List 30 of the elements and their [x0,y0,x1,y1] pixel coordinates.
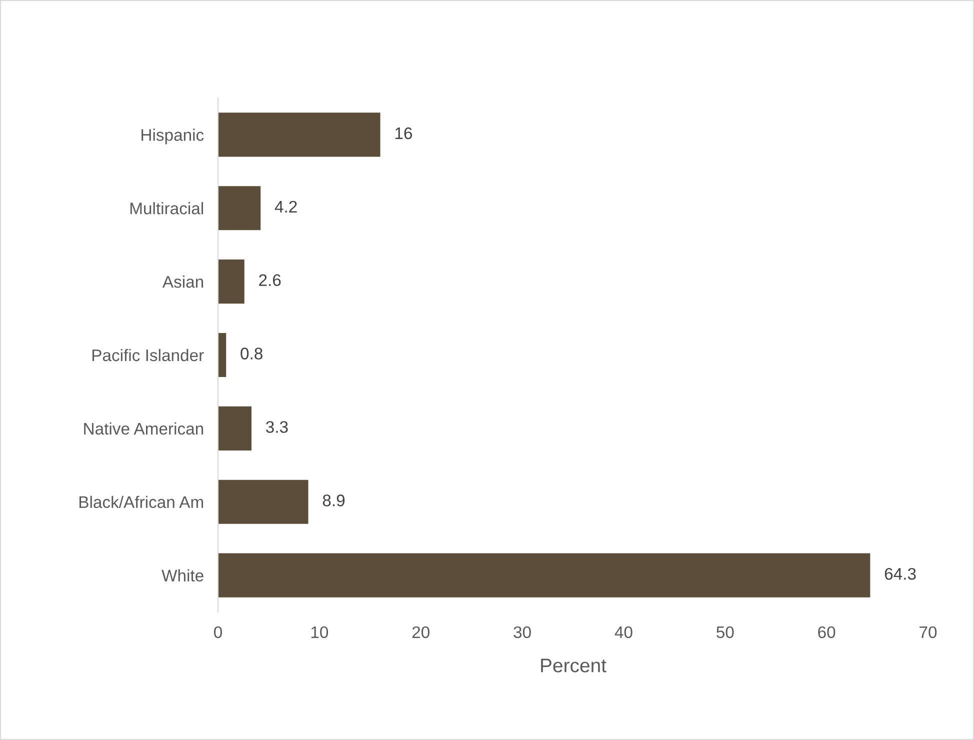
x-axis-title: Percent [541,658,606,672]
data-label: 16 [395,127,412,140]
y-tick-label: Multiracial [130,202,203,214]
data-label: 64.3 [884,568,916,580]
bar [218,406,252,450]
bar [218,260,244,304]
bar [218,553,870,598]
y-tick-label: Black/African Am [80,496,204,508]
x-tick-label: 60 [818,626,836,638]
data-label: 4.2 [274,200,297,212]
y-tick-label: White [162,569,204,582]
x-tick-label: 10 [311,626,328,638]
x-tick-label: 20 [412,626,430,638]
y-tick-label: Native American [84,422,204,435]
x-tick-label: 0 [214,626,222,638]
bar [218,112,380,157]
y-tick-label: Hispanic [142,128,204,144]
x-tick-label: 30 [514,626,531,638]
x-tick-label: 50 [716,626,734,638]
data-label: 3.3 [266,421,288,433]
x-tick-label: 40 [614,626,632,638]
y-tick-label: Pacific Islander [92,348,204,362]
data-label: 8.9 [322,494,345,506]
bar [218,480,308,524]
x-tick-label: 70 [920,626,937,638]
data-label: 0.8 [240,348,262,360]
data-label: 2.6 [259,274,281,286]
bar [218,332,226,378]
bar [218,186,261,230]
y-tick-label: Asian [162,276,204,288]
